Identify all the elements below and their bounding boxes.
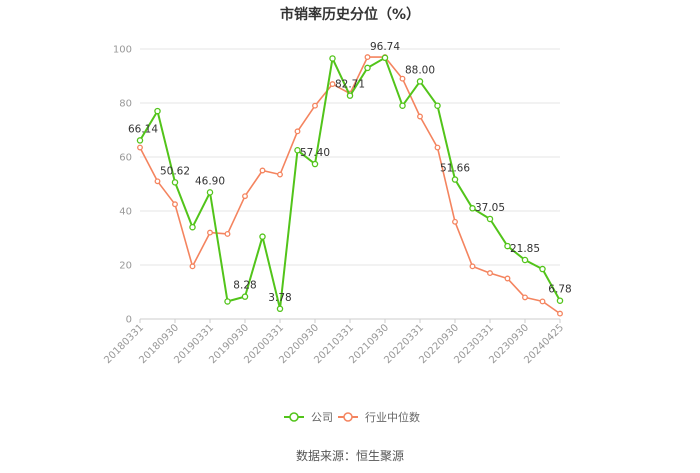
y-tick-label: 100 bbox=[113, 45, 132, 56]
data-point bbox=[557, 310, 563, 317]
data-point bbox=[189, 263, 196, 270]
data-label: 50.62 bbox=[160, 165, 190, 177]
legend-label-1[interactable]: 行业中位数 bbox=[365, 410, 420, 424]
legend[interactable]: 公司 行业中位数 bbox=[284, 410, 420, 424]
data-point bbox=[137, 144, 143, 151]
data-label: 88.00 bbox=[405, 64, 435, 76]
data-point bbox=[329, 55, 336, 62]
data-labels: 66.14 50.62 46.90 8.28 3.78 57.40 82.71 96.74 88… bbox=[128, 41, 572, 304]
data-label: 6.78 bbox=[548, 284, 571, 296]
data-point bbox=[556, 297, 564, 304]
data-label: 96.74 bbox=[370, 41, 400, 53]
data-point bbox=[294, 128, 301, 135]
data-point bbox=[224, 298, 231, 305]
data-label: 57.40 bbox=[300, 147, 330, 159]
data-point bbox=[259, 167, 266, 174]
data-point bbox=[311, 160, 319, 168]
y-tick-label: 60 bbox=[119, 153, 132, 164]
data-point bbox=[399, 102, 406, 109]
data-label: 3.78 bbox=[268, 292, 291, 304]
data-point bbox=[277, 171, 283, 178]
data-point bbox=[329, 81, 336, 88]
data-point bbox=[504, 275, 511, 282]
data-point bbox=[154, 178, 161, 185]
data-point bbox=[434, 102, 441, 109]
data-point bbox=[486, 215, 494, 223]
data-point bbox=[364, 54, 371, 61]
data-point bbox=[487, 270, 493, 277]
data-point bbox=[539, 265, 546, 273]
data-point bbox=[399, 75, 406, 82]
data-point bbox=[469, 205, 476, 212]
chart-title: 市销率历史分位（%） bbox=[280, 6, 420, 23]
data-label: 66.14 bbox=[128, 123, 158, 135]
x-axis: 2018033120180930201903312019093020200331… bbox=[102, 319, 566, 366]
data-point bbox=[451, 176, 459, 183]
data-point bbox=[242, 193, 248, 200]
y-axis: 0 20 40 60 80 100 bbox=[113, 45, 132, 326]
data-point bbox=[522, 294, 528, 301]
data-label: 82.71 bbox=[335, 79, 365, 91]
data-point bbox=[469, 263, 476, 270]
data-label: 37.05 bbox=[475, 202, 505, 214]
data-label: 21.85 bbox=[510, 243, 540, 255]
data-point bbox=[224, 230, 231, 237]
series-layer bbox=[136, 54, 564, 317]
data-point bbox=[434, 144, 441, 151]
data-point bbox=[136, 137, 144, 144]
data-point bbox=[189, 223, 196, 231]
data-point bbox=[521, 256, 529, 264]
data-point bbox=[206, 189, 214, 196]
data-point bbox=[276, 305, 284, 313]
data-label: 8.28 bbox=[233, 280, 256, 292]
y-tick-label: 40 bbox=[119, 207, 132, 218]
data-label: 51.66 bbox=[440, 163, 470, 175]
data-point bbox=[381, 54, 389, 62]
data-point bbox=[154, 107, 161, 115]
y-tick-label: 20 bbox=[119, 261, 132, 272]
data-point bbox=[312, 102, 318, 109]
data-point bbox=[294, 146, 301, 154]
data-point bbox=[171, 179, 179, 186]
source-note: 数据来源：恒生聚源 bbox=[296, 448, 404, 463]
data-point bbox=[364, 64, 371, 72]
data-point bbox=[416, 78, 424, 85]
legend-marker-1[interactable] bbox=[343, 412, 353, 422]
data-point bbox=[259, 233, 266, 240]
legend-label-0[interactable]: 公司 bbox=[311, 411, 333, 424]
data-point bbox=[172, 201, 178, 208]
y-tick-label: 80 bbox=[119, 99, 132, 110]
data-point bbox=[504, 242, 511, 250]
data-point bbox=[346, 92, 354, 99]
data-point bbox=[539, 298, 546, 305]
data-point bbox=[417, 113, 423, 120]
legend-marker-0[interactable] bbox=[289, 412, 299, 422]
data-point bbox=[207, 229, 213, 236]
y-tick-label: 0 bbox=[126, 315, 132, 326]
data-label: 46.90 bbox=[195, 175, 225, 187]
data-point bbox=[241, 293, 249, 300]
data-point bbox=[452, 218, 458, 225]
